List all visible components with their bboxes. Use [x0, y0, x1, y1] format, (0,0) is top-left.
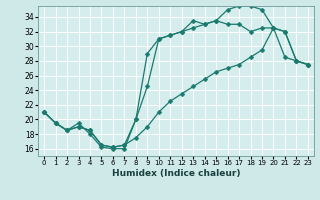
X-axis label: Humidex (Indice chaleur): Humidex (Indice chaleur): [112, 169, 240, 178]
